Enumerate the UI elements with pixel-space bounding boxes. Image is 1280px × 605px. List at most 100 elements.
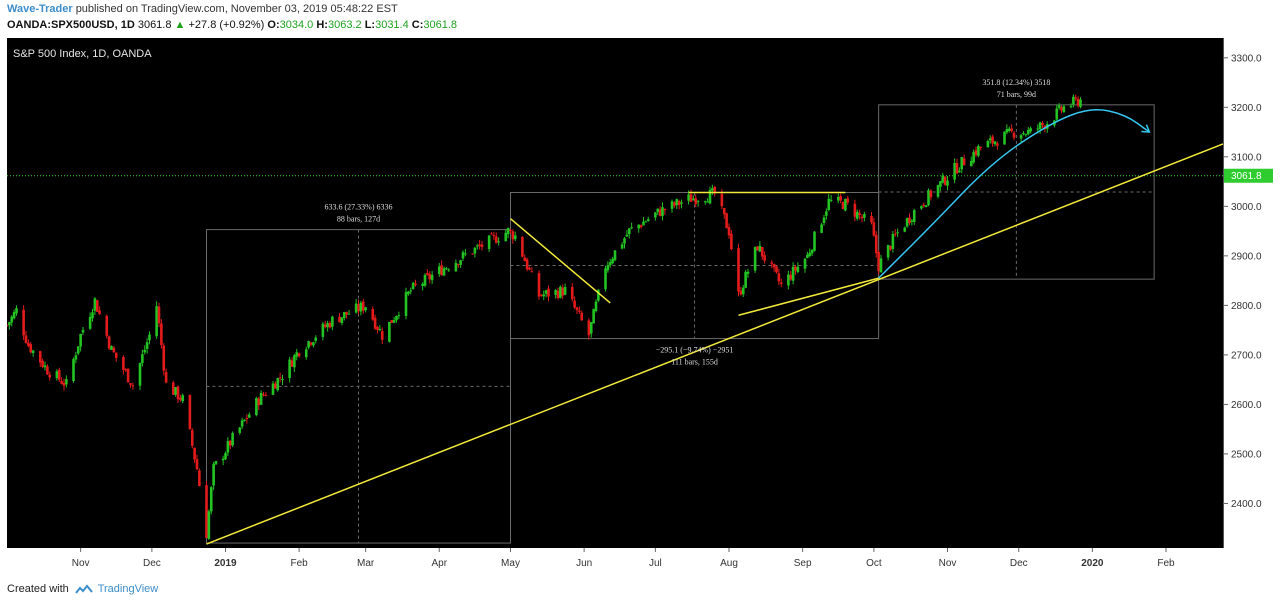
candle-body xyxy=(409,290,413,292)
candle-body xyxy=(93,298,97,311)
candle-body xyxy=(658,209,662,216)
candle-body xyxy=(741,287,745,295)
trendline-may-downtrend xyxy=(510,218,611,304)
candle-body xyxy=(293,355,296,368)
candle-body xyxy=(79,333,82,347)
candle-body xyxy=(321,323,325,337)
candle-body xyxy=(60,380,63,384)
high-label: H: xyxy=(316,19,328,31)
close-value: 3061.8 xyxy=(423,19,458,31)
candle-body xyxy=(711,188,714,191)
candle-body xyxy=(428,273,432,280)
candle-body xyxy=(264,394,268,396)
candle-body xyxy=(314,337,318,341)
candle-body xyxy=(677,201,681,206)
candle-body xyxy=(962,158,966,166)
candle-body xyxy=(57,369,61,380)
x-tick-label: Oct xyxy=(866,558,882,569)
candle-body xyxy=(176,386,180,400)
candle-body xyxy=(338,316,341,323)
candle-body xyxy=(813,231,816,251)
candle-body xyxy=(941,175,945,183)
candle-body xyxy=(345,311,348,315)
candle-body xyxy=(214,461,218,465)
candle-body xyxy=(528,267,531,270)
candle-body xyxy=(673,202,676,206)
candle-body xyxy=(392,320,396,323)
candle-body xyxy=(1062,106,1066,112)
candle-body xyxy=(255,398,258,416)
candle-body xyxy=(692,198,695,201)
candle-body xyxy=(905,218,909,227)
candle-body xyxy=(380,331,384,340)
candle-body xyxy=(181,395,185,402)
candle-body xyxy=(675,199,679,206)
tradingview-brand[interactable]: TradingView xyxy=(97,583,159,595)
candle-body xyxy=(262,394,265,396)
x-tick-label: Nov xyxy=(72,558,90,569)
y-tick-label: 3100.0 xyxy=(1231,152,1262,163)
candle-body xyxy=(226,441,230,453)
candle-body xyxy=(929,190,933,198)
candle-body xyxy=(440,265,443,276)
candle-body xyxy=(689,194,693,202)
candle-body xyxy=(597,289,600,301)
candle-body xyxy=(903,227,907,232)
candle-body xyxy=(613,250,617,261)
candle-body xyxy=(179,397,182,400)
candle-body xyxy=(259,392,263,405)
candle-body xyxy=(155,306,158,337)
candle-body xyxy=(604,268,607,290)
candle-body xyxy=(240,420,244,427)
candle-body xyxy=(642,221,645,226)
candle-body xyxy=(663,208,667,211)
y-tick-label: 2900.0 xyxy=(1231,251,1262,262)
candle-body xyxy=(977,146,980,156)
published-text: published on TradingView.com, November 0… xyxy=(75,3,398,15)
candle-body xyxy=(853,203,857,217)
chart-container[interactable]: 633.6 (27.33%) 6336 88 bars, 127d −295.1 (… xyxy=(7,38,1273,571)
candle-body xyxy=(922,204,926,206)
x-tick-label: Jul xyxy=(649,558,662,569)
candle-body xyxy=(1055,108,1059,120)
candle-body xyxy=(955,163,959,174)
candle-body xyxy=(456,264,460,266)
current-price-tag xyxy=(1224,168,1273,183)
x-tick-label: Dec xyxy=(1010,558,1028,569)
price-chart[interactable]: 633.6 (27.33%) 6336 88 bars, 127d −295.1 (… xyxy=(7,38,1273,571)
high-value: 3063.2 xyxy=(327,19,362,31)
candle-body xyxy=(72,359,75,381)
candle-body xyxy=(497,241,500,243)
author-link[interactable]: Wave-Trader xyxy=(7,3,73,15)
candle-body xyxy=(1057,105,1061,108)
candle-body xyxy=(373,317,377,329)
candle-body xyxy=(893,233,897,235)
candle-body xyxy=(979,146,983,148)
candle-body xyxy=(464,253,467,255)
candle-body xyxy=(794,266,797,271)
candle-body xyxy=(844,198,847,211)
candle-body xyxy=(670,201,674,209)
candle-body xyxy=(1024,134,1028,136)
candle-body xyxy=(257,398,261,406)
candle-body xyxy=(461,252,465,259)
candle-body xyxy=(511,231,515,240)
candle-body xyxy=(696,201,700,203)
candle-body xyxy=(570,287,574,300)
candle-body xyxy=(390,319,394,323)
candle-body xyxy=(637,224,641,229)
candle-body xyxy=(720,193,724,207)
candle-body xyxy=(791,266,795,281)
candle-body xyxy=(836,197,840,201)
tradingview-logo-icon xyxy=(75,584,93,594)
candle-body xyxy=(863,214,866,218)
candle-body xyxy=(423,274,427,286)
candle-body xyxy=(276,378,280,391)
candle-body xyxy=(359,302,363,312)
candle-body xyxy=(991,136,994,144)
candle-body xyxy=(879,258,883,273)
candle-body xyxy=(326,322,329,328)
candle-body xyxy=(561,287,565,296)
last-price: 3061.8 xyxy=(137,19,172,31)
y-tick-label: 2400.0 xyxy=(1231,499,1262,510)
